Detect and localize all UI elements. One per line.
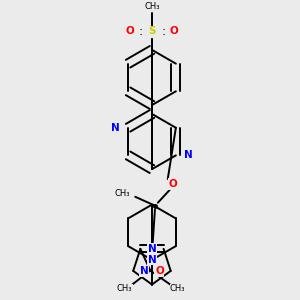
Text: CH₃: CH₃ xyxy=(144,2,160,11)
Text: :: : xyxy=(162,25,166,38)
Text: O: O xyxy=(155,266,164,276)
Text: O: O xyxy=(169,26,178,36)
Text: CH₃: CH₃ xyxy=(170,284,185,293)
Text: CH₃: CH₃ xyxy=(117,284,133,293)
Text: N: N xyxy=(140,266,149,276)
Text: :: : xyxy=(138,25,142,38)
Text: N: N xyxy=(111,123,120,133)
Text: N: N xyxy=(148,255,156,265)
Text: S: S xyxy=(148,26,156,36)
Text: N: N xyxy=(148,244,157,254)
Text: N: N xyxy=(184,150,193,161)
Text: CH₃: CH₃ xyxy=(115,189,130,198)
Text: O: O xyxy=(126,26,135,36)
Text: O: O xyxy=(168,179,177,189)
